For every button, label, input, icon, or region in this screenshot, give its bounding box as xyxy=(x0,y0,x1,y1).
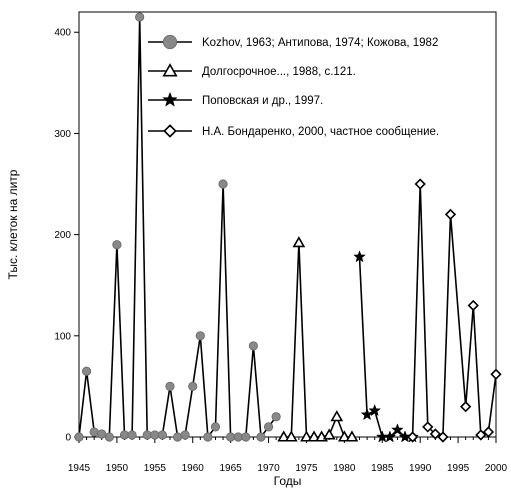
data-point-circle xyxy=(241,432,251,442)
data-point-triangle xyxy=(284,430,298,442)
x-tick-label: 1945 xyxy=(68,463,91,474)
series-line-2 xyxy=(283,242,352,438)
data-point-circle xyxy=(119,430,130,440)
data-point-circle xyxy=(256,432,266,442)
data-point-circle xyxy=(210,422,221,432)
data-point-triangle xyxy=(307,430,321,442)
data-point-circle xyxy=(162,34,178,50)
x-tick-label: 1980 xyxy=(333,463,356,474)
y-tick-label: 300 xyxy=(54,129,71,140)
data-point-circle xyxy=(142,430,152,440)
data-point-diamond xyxy=(490,368,502,380)
data-point-star xyxy=(353,250,366,263)
y-tick-label: 200 xyxy=(54,230,71,241)
chart-axes: 0 100 200 300 400 1945 1950 1955 1960 1965 1970 197… xyxy=(54,11,508,474)
data-point-diamond xyxy=(422,421,434,433)
data-point-diamond xyxy=(437,431,449,443)
data-point-diamond xyxy=(475,429,487,441)
x-axis-title: Годы xyxy=(274,474,302,488)
x-tick-label: 1995 xyxy=(447,463,470,474)
y-axis-title: Тыс. клеток на литр xyxy=(6,169,20,279)
data-point-star xyxy=(391,423,404,436)
data-point-diamond xyxy=(482,426,495,438)
data-point-star xyxy=(162,91,178,107)
chart-series xyxy=(74,12,502,443)
data-point-diamond xyxy=(444,208,457,221)
data-point-circle xyxy=(89,427,99,437)
data-point-circle xyxy=(97,429,107,439)
data-point-diamond xyxy=(163,124,177,138)
x-tick-label: 1950 xyxy=(106,463,129,474)
data-point-star xyxy=(368,403,382,417)
data-point-triangle xyxy=(345,430,359,442)
data-point-circle xyxy=(226,432,236,442)
data-point-triangle xyxy=(322,428,336,440)
data-point-triangle xyxy=(292,236,306,248)
x-tick-label: 1965 xyxy=(220,463,243,474)
data-point-circle xyxy=(81,366,92,376)
data-point-diamond xyxy=(467,299,479,312)
legend-label: Поповская и др., 1997. xyxy=(202,95,323,107)
legend-label: Kozhov, 1963; Антипова, 1974; Кожова, 19… xyxy=(202,37,438,49)
chart-legend: Kozhov, 1963; Антипова, 1974; Кожова, 19… xyxy=(148,34,439,138)
data-point-circle xyxy=(195,331,205,341)
data-point-circle xyxy=(248,341,258,351)
data-point-circle xyxy=(180,430,190,440)
x-tick-label: 1955 xyxy=(144,463,167,474)
legend-label: Н.А. Бондаренко, 2000, частное сообщение… xyxy=(202,126,439,138)
x-tick-label: 1990 xyxy=(409,463,432,474)
legend-label: Долгосрочное..., 1988, с.121. xyxy=(202,66,356,78)
data-point-circle xyxy=(135,12,145,22)
data-point-circle xyxy=(271,412,281,422)
data-point-star xyxy=(360,407,374,421)
data-point-triangle xyxy=(300,430,313,442)
x-tick-label: 1975 xyxy=(295,463,318,474)
x-tick-label: 1970 xyxy=(257,463,280,474)
x-tick-label: 1985 xyxy=(371,463,394,474)
data-point-triangle xyxy=(330,410,344,422)
data-point-circle xyxy=(165,381,175,392)
data-point-triangle xyxy=(277,430,291,442)
series-line-1 xyxy=(78,17,277,440)
x-tick-label: 2000 xyxy=(485,463,508,474)
y-tick-label: 400 xyxy=(54,28,71,39)
y-tick-label: 100 xyxy=(54,331,71,342)
data-point-circle xyxy=(150,430,160,440)
data-point-diamond xyxy=(414,178,426,190)
data-point-circle xyxy=(172,432,183,442)
data-point-circle xyxy=(263,422,274,432)
data-point-circle xyxy=(188,381,198,392)
data-point-circle xyxy=(218,179,228,189)
y-tick-label: 0 xyxy=(65,433,71,444)
data-point-star xyxy=(383,430,397,443)
data-point-diamond xyxy=(460,401,472,413)
data-point-circle xyxy=(74,432,84,442)
data-point-triangle xyxy=(337,430,351,442)
data-point-triangle xyxy=(162,63,178,77)
data-point-diamond xyxy=(429,428,441,440)
data-point-circle xyxy=(233,432,243,442)
data-point-circle xyxy=(112,240,122,250)
x-tick-label: 1960 xyxy=(182,463,205,474)
series-line-4 xyxy=(411,183,497,439)
data-point-circle xyxy=(104,432,114,442)
data-point-circle xyxy=(157,430,167,440)
data-point-circle xyxy=(127,430,137,440)
data-point-circle xyxy=(203,432,213,442)
data-point-diamond xyxy=(406,431,419,443)
